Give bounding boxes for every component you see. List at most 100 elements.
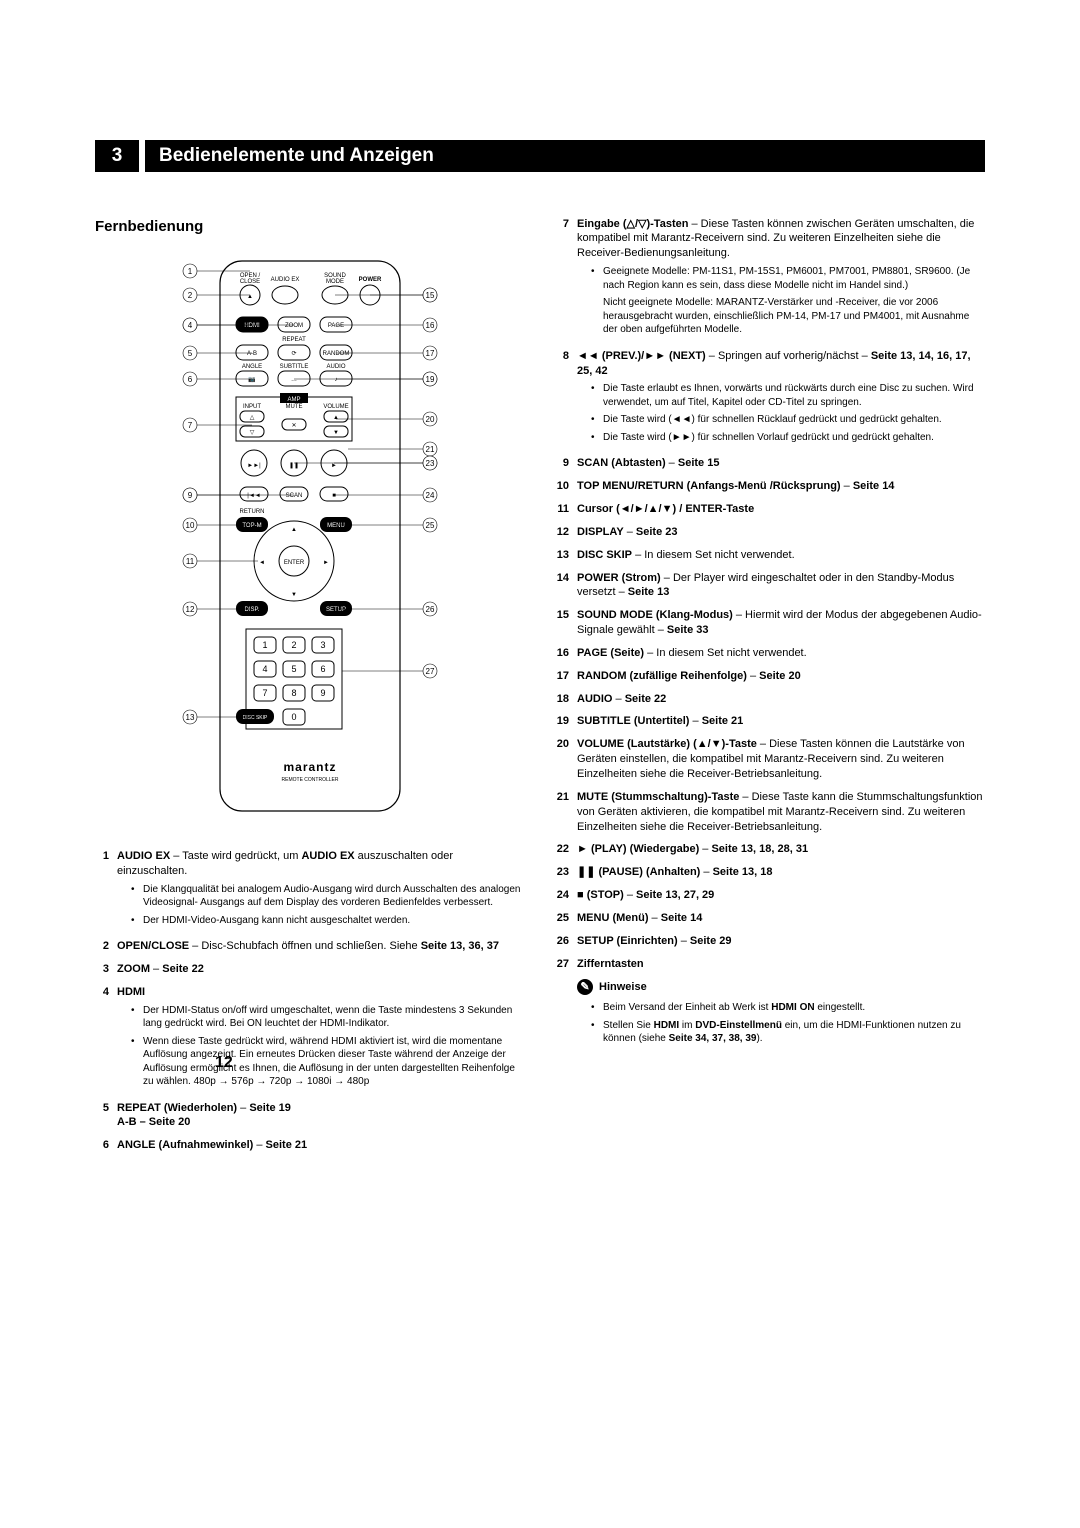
item-number: 27 <box>555 957 577 972</box>
item-number: 24 <box>555 888 577 903</box>
svg-text:4: 4 <box>262 664 267 674</box>
svg-text:20: 20 <box>426 415 435 424</box>
item-number: 26 <box>555 934 577 949</box>
item-number: 13 <box>555 548 577 563</box>
item-body: MENU (Menü) – Seite 14 <box>577 911 985 926</box>
svg-text:MENU: MENU <box>327 523 345 529</box>
svg-text:12: 12 <box>186 605 195 614</box>
list-item: 17RANDOM (zufällige Reihenfolge) – Seite… <box>555 669 985 684</box>
svg-text:A-B: A-B <box>247 351 257 357</box>
svg-text:⟳: ⟳ <box>291 351 296 357</box>
item-number: 23 <box>555 865 577 880</box>
svg-text:26: 26 <box>426 605 435 614</box>
svg-text:♪: ♪ <box>335 377 338 383</box>
item-number: 11 <box>555 502 577 517</box>
item-number: 9 <box>555 456 577 471</box>
list-item: 26SETUP (Einrichten) – Seite 29 <box>555 934 985 949</box>
hinweise-label: Hinweise <box>599 980 647 995</box>
sub-item: •Die Taste erlaubt es Ihnen, vorwärts un… <box>591 382 985 409</box>
svg-text:5: 5 <box>291 664 296 674</box>
item-body: ANGLE (Aufnahmewinkel) – Seite 21 <box>117 1138 525 1153</box>
item-body: Cursor (◄/►/▲/▼) / ENTER-Taste <box>577 502 985 517</box>
svg-text:DISP.: DISP. <box>245 607 260 613</box>
item-body: SUBTITLE (Untertitel) – Seite 21 <box>577 714 985 729</box>
remote-diagram: OPEN /CLOSE AUDIO EX SOUNDMODE POWER ▲ H… <box>95 251 525 821</box>
svg-text:►: ► <box>331 463 337 469</box>
svg-text:MODE: MODE <box>326 279 344 285</box>
svg-text:9: 9 <box>188 491 193 500</box>
list-item: 24■ (STOP) – Seite 13, 27, 29 <box>555 888 985 903</box>
item-number: 8 <box>555 349 577 449</box>
item-body: SOUND MODE (Klang-Modus) – Hiermit wird … <box>577 608 985 638</box>
svg-text:PAGE: PAGE <box>328 323 344 329</box>
item-body: HDMI•Der HDMI-Status on/off wird umgesch… <box>117 985 525 1093</box>
list-item: 5REPEAT (Wiederholen) – Seite 19A-B – Se… <box>95 1101 525 1131</box>
left-item-list: 1AUDIO EX – Taste wird gedrückt, um AUDI… <box>95 849 525 1153</box>
indent-note: Nicht geeignete Modelle: MARANTZ-Verstär… <box>603 296 985 337</box>
chapter-header: 3 Bedienelemente und Anzeigen <box>95 140 985 172</box>
item-number: 14 <box>555 571 577 601</box>
svg-text:INPUT: INPUT <box>243 404 261 410</box>
list-item: 3ZOOM – Seite 22 <box>95 962 525 977</box>
svg-text:7: 7 <box>188 421 193 430</box>
item-number: 12 <box>555 525 577 540</box>
svg-text:VOLUME: VOLUME <box>323 404 348 410</box>
svg-text:24: 24 <box>426 491 435 500</box>
left-column: Fernbedienung OPEN /CLOSE AUDIO EX SOUND… <box>95 217 525 1162</box>
item-body: MUTE (Stummschaltung)-Taste – Diese Tast… <box>577 790 985 835</box>
item-number: 6 <box>95 1138 117 1153</box>
sub-item: •Geeignete Modelle: PM-11S1, PM-15S1, PM… <box>591 265 985 292</box>
svg-text:3: 3 <box>320 640 325 650</box>
item-body: ► (PLAY) (Wiedergabe) – Seite 13, 18, 28… <box>577 842 985 857</box>
item-body: POWER (Strom) – Der Player wird eingesch… <box>577 571 985 601</box>
svg-text:marantz: marantz <box>283 760 336 774</box>
item-body: ❚❚ (PAUSE) (Anhalten) – Seite 13, 18 <box>577 865 985 880</box>
svg-text:…: … <box>291 377 297 383</box>
svg-text:MUTE: MUTE <box>286 404 303 410</box>
item-number: 5 <box>95 1101 117 1131</box>
item-body: OPEN/CLOSE – Disc-Schubfach öffnen und s… <box>117 939 525 954</box>
hinweise-heading: ✎ Hinweise <box>577 979 985 995</box>
svg-text:SUBTITLE: SUBTITLE <box>280 364 309 370</box>
item-body: VOLUME (Lautstärke) (▲/▼)-Taste – Diese … <box>577 737 985 782</box>
svg-text:REMOTE CONTROLLER: REMOTE CONTROLLER <box>282 777 339 783</box>
item-body: ■ (STOP) – Seite 13, 27, 29 <box>577 888 985 903</box>
hinweis-item: •Beim Versand der Einheit ab Werk ist HD… <box>591 1001 985 1015</box>
section-title: Fernbedienung <box>95 217 525 237</box>
svg-text:AUDIO: AUDIO <box>326 364 345 370</box>
item-body: Eingabe (△/▽)-Tasten – Diese Tasten könn… <box>577 217 985 341</box>
svg-text:HDMI: HDMI <box>244 323 260 329</box>
item-number: 17 <box>555 669 577 684</box>
sub-item: •Die Klangqualität bei analogem Audio-Au… <box>131 883 525 910</box>
svg-text:ENTER: ENTER <box>284 560 305 566</box>
svg-text:■: ■ <box>332 493 336 499</box>
svg-text:◄: ◄ <box>259 560 265 566</box>
svg-text:△: △ <box>250 415 255 421</box>
svg-text:▽: ▽ <box>250 430 255 436</box>
list-item: 15SOUND MODE (Klang-Modus) – Hiermit wir… <box>555 608 985 638</box>
list-item: 13DISC SKIP – In diesem Set nicht verwen… <box>555 548 985 563</box>
item-body: ◄◄ (PREV.)/►► (NEXT) – Springen auf vorh… <box>577 349 985 449</box>
chapter-number: 3 <box>95 140 139 172</box>
page-number: 12 <box>215 1052 233 1074</box>
svg-text:16: 16 <box>426 321 435 330</box>
item-number: 18 <box>555 692 577 707</box>
svg-text:TOP-M: TOP-M <box>242 523 261 529</box>
list-item: 8◄◄ (PREV.)/►► (NEXT) – Springen auf vor… <box>555 349 985 449</box>
item-body: PAGE (Seite) – In diesem Set nicht verwe… <box>577 646 985 661</box>
item-number: 1 <box>95 849 117 931</box>
item-number: 16 <box>555 646 577 661</box>
svg-text:|◄◄: |◄◄ <box>247 493 260 499</box>
svg-text:15: 15 <box>426 291 435 300</box>
svg-text:▼: ▼ <box>291 592 297 598</box>
list-item: 18AUDIO – Seite 22 <box>555 692 985 707</box>
list-item: 4HDMI•Der HDMI-Status on/off wird umgesc… <box>95 985 525 1093</box>
svg-text:17: 17 <box>426 349 435 358</box>
svg-text:▼: ▼ <box>333 430 339 436</box>
svg-text:19: 19 <box>426 375 435 384</box>
right-column: 7Eingabe (△/▽)-Tasten – Diese Tasten kön… <box>555 217 985 1162</box>
svg-text:11: 11 <box>186 557 195 566</box>
list-item: 21MUTE (Stummschaltung)-Taste – Diese Ta… <box>555 790 985 835</box>
item-body: REPEAT (Wiederholen) – Seite 19A-B – Sei… <box>117 1101 525 1131</box>
list-item: 20VOLUME (Lautstärke) (▲/▼)-Taste – Dies… <box>555 737 985 782</box>
